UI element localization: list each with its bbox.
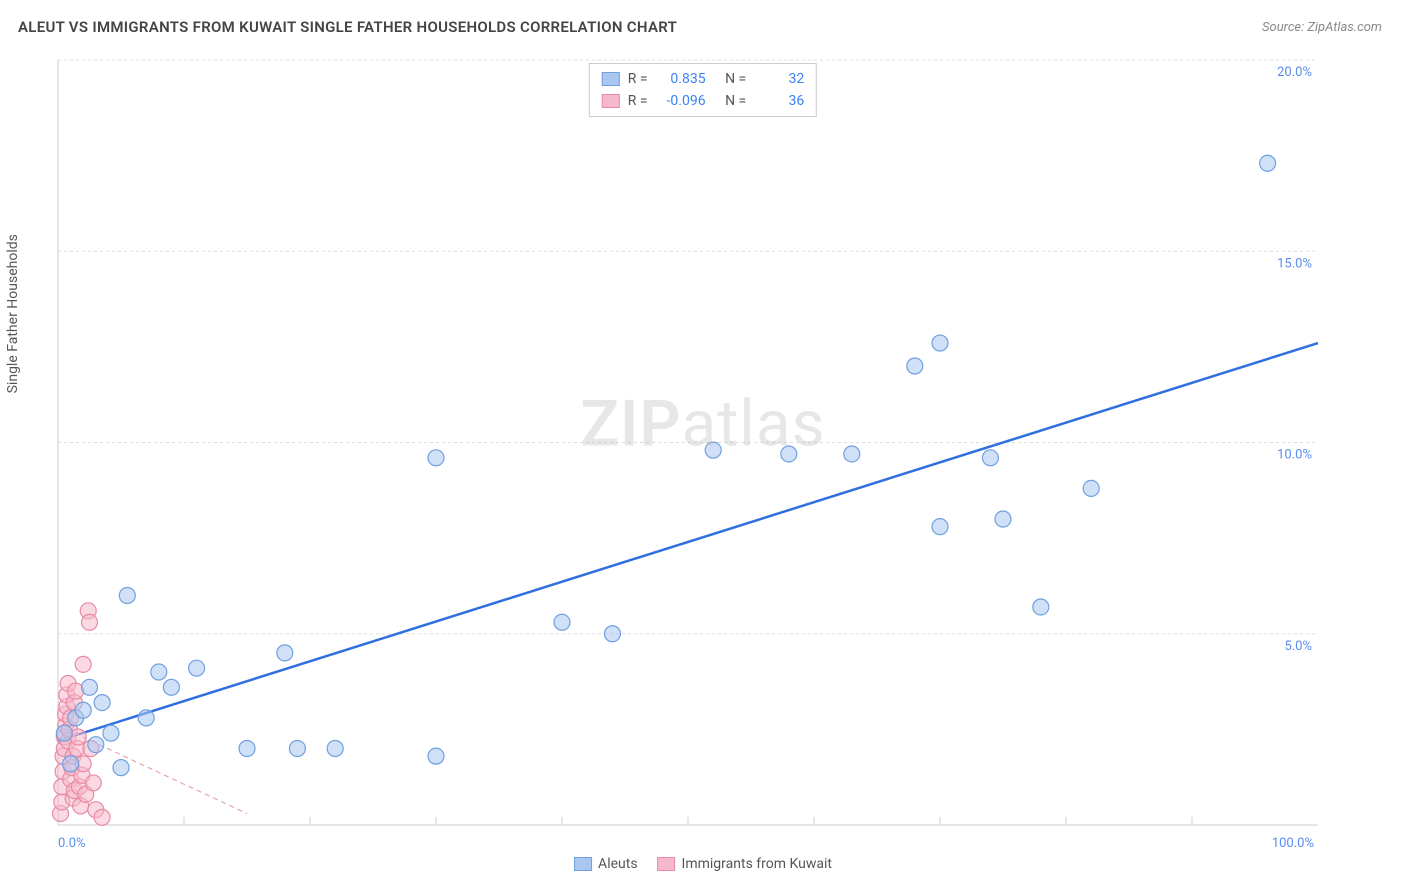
source-attribution: Source: ZipAtlas.com [1262,20,1382,35]
legend-item-kuwait: Immigrants from Kuwait [658,856,832,872]
stats-row-aleuts: R = 0.835 N = 32 [602,68,804,90]
y-axis-label: Single Father Households [5,234,21,393]
legend-label: Immigrants from Kuwait [682,856,832,872]
svg-text:20.0%: 20.0% [1277,65,1312,80]
bottom-legend: Aleuts Immigrants from Kuwait [574,856,832,872]
n-value: 32 [754,68,804,90]
r-value: -0.096 [656,90,706,112]
stats-row-kuwait: R = -0.096 N = 36 [602,90,804,112]
legend-swatch-kuwait [658,857,676,871]
svg-text:10.0%: 10.0% [1277,448,1312,463]
n-label: N = [725,90,746,112]
svg-text:15.0%: 15.0% [1277,256,1312,271]
swatch-aleuts [602,72,620,86]
chart-header: ALEUT VS IMMIGRANTS FROM KUWAIT SINGLE F… [0,0,1406,46]
legend-swatch-aleuts [574,857,592,871]
svg-text:0.0%: 0.0% [58,836,86,851]
r-label: R = [628,68,648,90]
r-label: R = [628,90,648,112]
chart-container: Single Father Households ZIPatlas 5.0%10… [18,55,1388,874]
n-label: N = [725,68,746,90]
svg-text:100.0%: 100.0% [1272,836,1314,851]
swatch-kuwait [602,94,620,108]
chart-title: ALEUT VS IMMIGRANTS FROM KUWAIT SINGLE F… [18,18,677,36]
r-value: 0.835 [656,68,706,90]
legend-label: Aleuts [598,856,637,872]
n-value: 36 [754,90,804,112]
legend-item-aleuts: Aleuts [574,856,637,872]
svg-text:5.0%: 5.0% [1284,639,1312,654]
scatter-chart: 5.0% 10.0% 15.0% 20.0% 0.0% 100.0% [18,55,1388,875]
stats-legend: R = 0.835 N = 32 R = -0.096 N = 36 [589,63,817,117]
